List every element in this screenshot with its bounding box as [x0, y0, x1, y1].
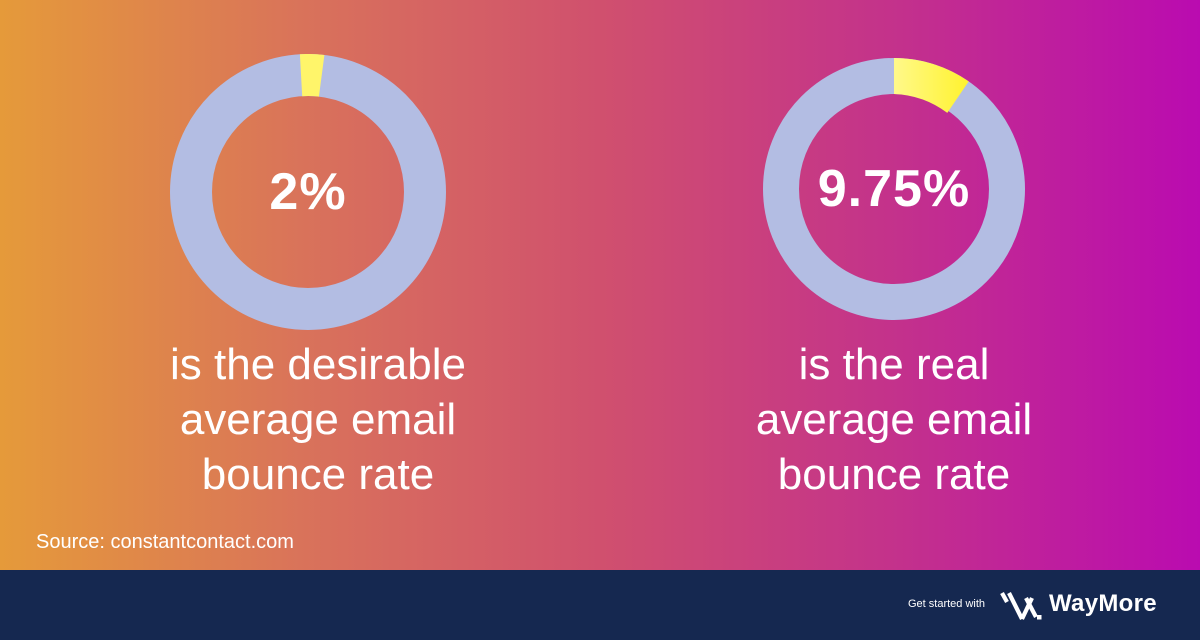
- waymore-logo-icon[interactable]: [1000, 590, 1046, 624]
- donut-slice-highlight: [894, 58, 969, 113]
- source-citation: Source: constantcontact.com: [36, 531, 294, 553]
- caption-real: is the real average email bounce rate: [676, 337, 1112, 502]
- brand-name[interactable]: WayMore: [1049, 590, 1157, 617]
- caption-line: bounce rate: [201, 450, 435, 499]
- caption-line: average email: [755, 395, 1033, 444]
- donut-value-real: 9.75%: [817, 160, 971, 218]
- hero-background: [0, 0, 1200, 570]
- donut-ring: [170, 54, 446, 330]
- donut-ring: [763, 58, 1025, 320]
- caption-desirable: is the desirable average email bounce ra…: [100, 337, 536, 502]
- caption-line: bounce rate: [777, 450, 1011, 499]
- caption-line: average email: [179, 395, 457, 444]
- donut-chart-desirable: 2%: [170, 54, 446, 330]
- donut-value-desirable: 2%: [269, 163, 347, 221]
- caption-line: is the desirable: [170, 340, 466, 389]
- caption-line: is the real: [798, 340, 990, 389]
- donut-chart-real: 9.75%: [763, 58, 1025, 320]
- cta-text: Get started with: [908, 598, 986, 610]
- donut-slice-highlight: [299, 54, 325, 97]
- footer-bar: [0, 570, 1200, 640]
